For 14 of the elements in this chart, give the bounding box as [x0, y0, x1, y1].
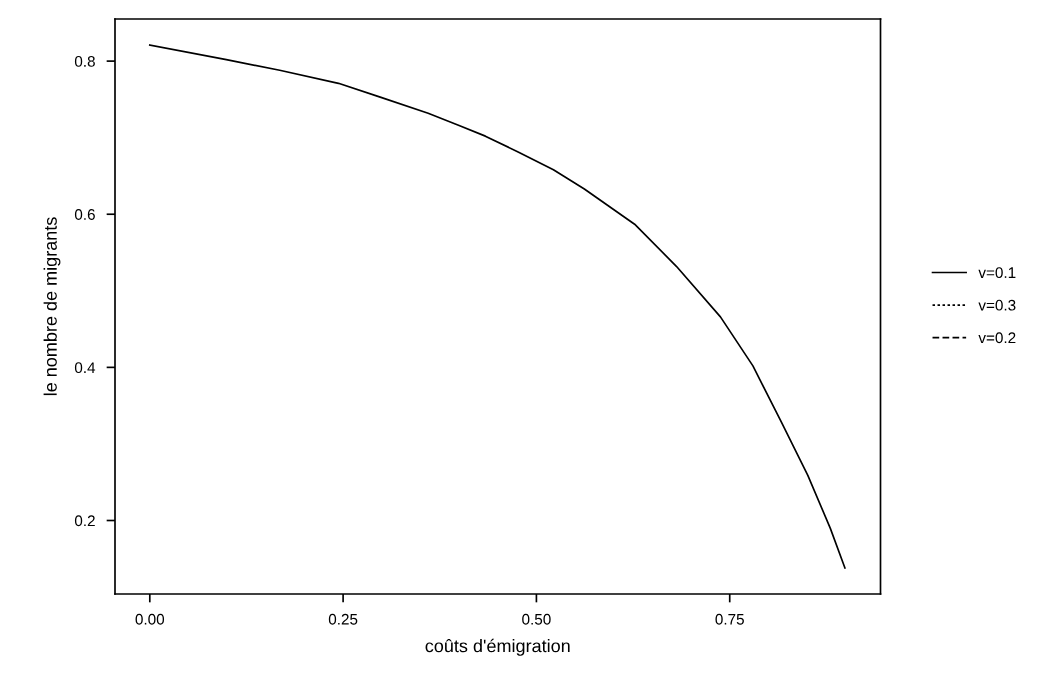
x-tick-label: 0.00 [135, 613, 165, 625]
x-tick-label: 0.75 [715, 613, 744, 625]
legend-label: v=0.1 [978, 267, 1016, 279]
y-tick-label: 0.6 [74, 209, 95, 220]
y-tick-label: 0.8 [74, 55, 95, 67]
x-tick-label: 0.25 [328, 613, 358, 625]
x-tick-label: 0.50 [522, 613, 551, 625]
line-series [148, 44, 846, 569]
legend-label: v=0.2 [978, 332, 1016, 344]
x-axis-title: coûts d'émigration [425, 638, 570, 656]
legend-label: v=0.3 [978, 299, 1016, 311]
y-tick-label: 0.4 [74, 362, 96, 374]
y-axis-title: le nombre de migrants [43, 217, 61, 396]
y-tick-label: 0.2 [74, 515, 95, 527]
